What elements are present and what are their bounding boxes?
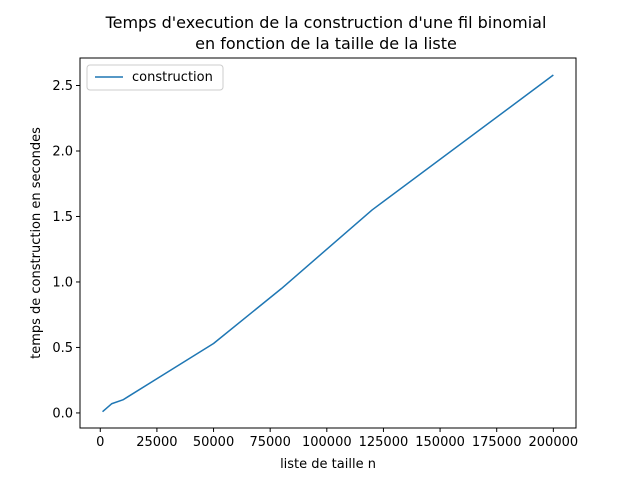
legend: construction [86,64,224,91]
x-tick-label: 75000 [249,435,290,450]
x-tick-label: 25000 [136,435,177,450]
x-tick-label: 100000 [302,435,352,450]
x-tick-label: 150000 [415,435,465,450]
y-tick-label: 0.0 [52,406,73,421]
legend-label-construction: construction [132,70,213,85]
y-tick-label: 1.0 [52,275,73,290]
legend-box [86,64,224,91]
chart-title-line-2: en fonction de la taille de la liste [195,34,457,53]
plot-frame [79,57,577,429]
series-layer [102,74,554,413]
y-tick-label: 2.0 [52,144,73,159]
y-tick-label: 2.5 [52,79,73,94]
y-tick-label: 1.5 [52,210,73,225]
y-tick-label: 0.5 [52,341,73,356]
y-axis-label: temps de construction en secondes [29,127,44,359]
x-axis-ticks: 0 25000 50000 75000 100000 125000 150000 175000… [96,428,578,450]
x-tick-label: 175000 [472,435,522,450]
chart-title-line-1: Temps d'execution de la construction d'u… [105,13,547,32]
x-tick-label: 0 [96,435,104,450]
x-tick-label: 200000 [529,435,579,450]
x-tick-label: 50000 [193,435,234,450]
x-tick-label: 125000 [359,435,409,450]
x-axis-label: liste de taille n [280,457,376,472]
series-line-construction [102,74,554,413]
chart-title: Temps d'execution de la construction d'u… [105,13,547,53]
y-axis-ticks: 0.0 0.5 1.0 1.5 2.0 2.5 [52,79,80,421]
